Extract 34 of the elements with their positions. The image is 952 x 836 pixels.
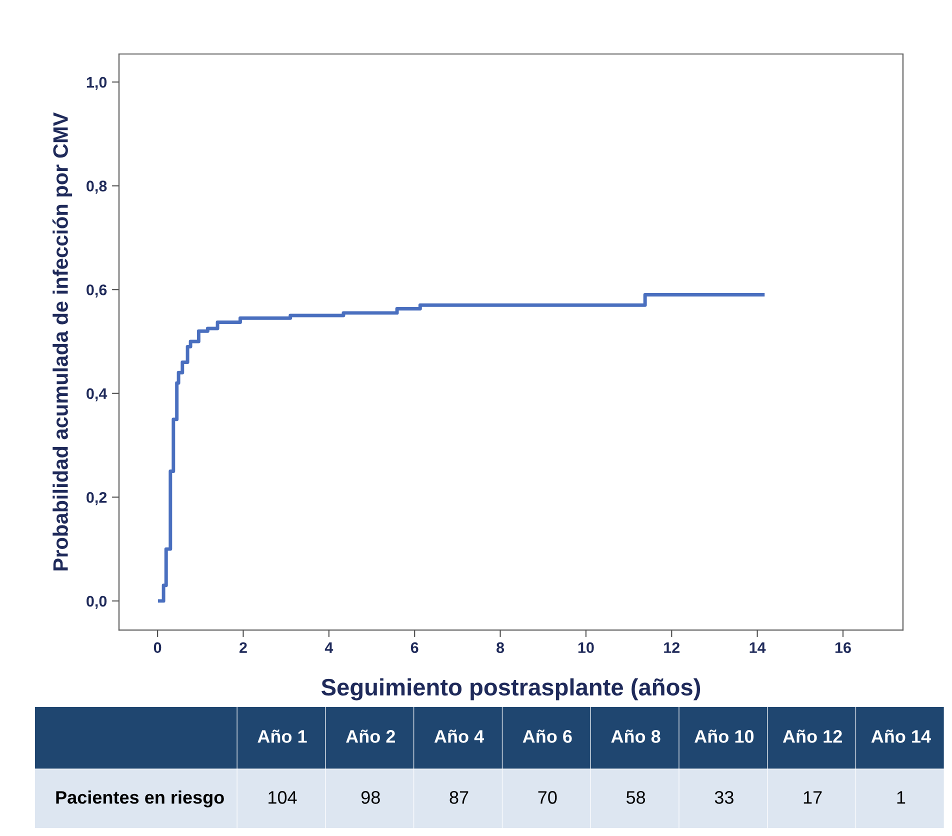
category-label: Año 12 bbox=[782, 730, 842, 743]
data-label: 70 bbox=[538, 791, 557, 804]
x-tick-label: 4 bbox=[324, 642, 334, 653]
y-tick-label: 0,2 bbox=[86, 492, 107, 506]
x-tick-label: 8 bbox=[496, 642, 504, 654]
data-label: 104 bbox=[268, 791, 297, 804]
text: Pacientes en riesgo bbox=[56, 790, 224, 808]
y-tick-label: 1,0 bbox=[86, 76, 107, 90]
y-tick-label: 0,4 bbox=[86, 388, 108, 402]
y-axis-title: Probabilidad acumulada de infección por CMV bbox=[52, 112, 72, 570]
data-label: 33 bbox=[714, 791, 734, 804]
category-label: Año 10 bbox=[694, 730, 754, 743]
category-label: Año 2 bbox=[346, 730, 395, 743]
category-label: Año 1 bbox=[258, 730, 307, 743]
y-tick-label: 0,6 bbox=[86, 284, 107, 298]
data-label: 98 bbox=[361, 791, 380, 804]
data-label: 58 bbox=[626, 791, 646, 804]
data-label: 17 bbox=[804, 791, 822, 804]
category-label: Año 4 bbox=[434, 730, 484, 743]
data-label: 87 bbox=[450, 791, 468, 804]
x-tick-label: 0 bbox=[154, 642, 162, 654]
x-axis-title: Seguimiento postrasplante (años) bbox=[321, 678, 700, 700]
y-tick-label: 0,8 bbox=[86, 180, 107, 194]
x-tick-label: 6 bbox=[410, 642, 418, 654]
x-tick-label: 12 bbox=[664, 642, 680, 653]
x-tick-label: 16 bbox=[835, 642, 851, 654]
x-tick-label: 10 bbox=[578, 642, 594, 654]
x-tick-label: 14 bbox=[750, 642, 766, 653]
y-tick-label: 0,0 bbox=[86, 596, 107, 609]
data-label: 1 bbox=[897, 791, 906, 804]
category-label: Año 8 bbox=[611, 730, 660, 743]
category-label: Año 14 bbox=[871, 730, 931, 743]
x-tick-label: 2 bbox=[240, 642, 247, 653]
category-label: Año 6 bbox=[522, 730, 572, 743]
